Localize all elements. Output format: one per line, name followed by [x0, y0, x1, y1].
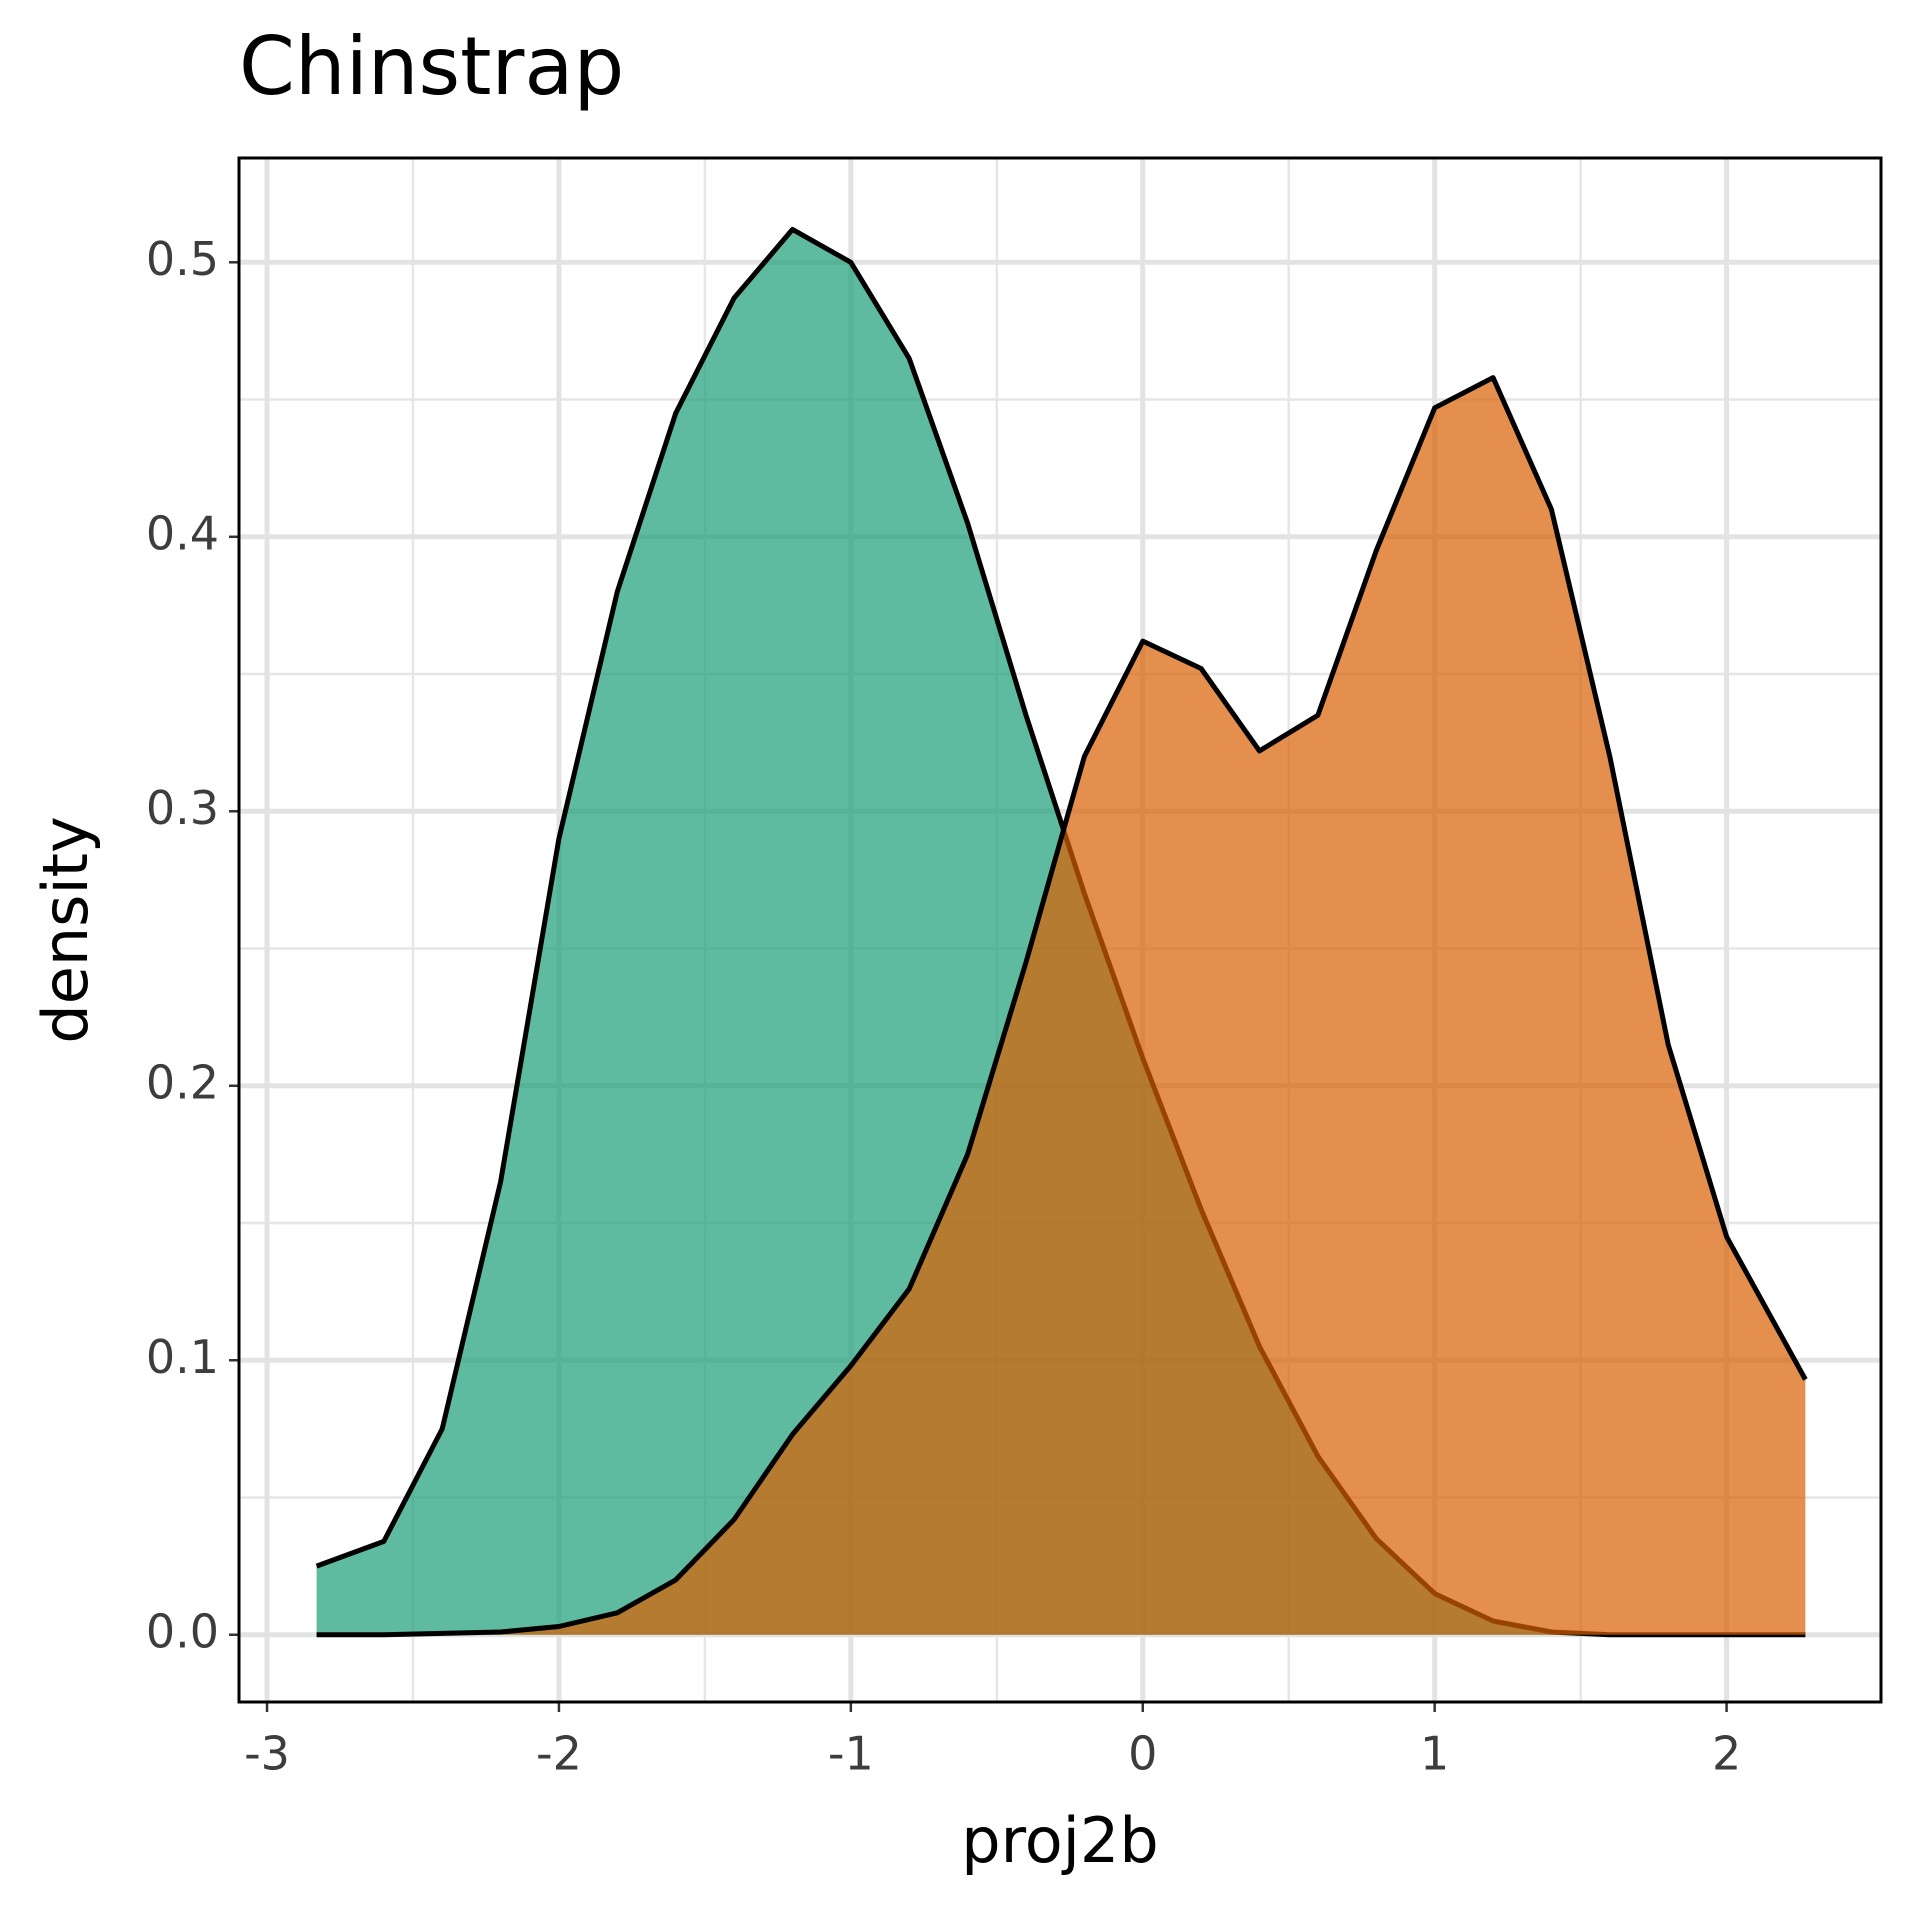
- y-axis-title: density: [29, 816, 102, 1043]
- x-tick-label: -3: [244, 1727, 290, 1781]
- x-tick-label: -2: [536, 1727, 582, 1781]
- y-tick-label: 0.1: [146, 1330, 219, 1384]
- x-tick-label: -1: [828, 1727, 874, 1781]
- chart-title: Chinstrap: [239, 20, 624, 113]
- y-tick-label: 0.2: [146, 1055, 219, 1109]
- y-tick-label: 0.4: [146, 506, 219, 560]
- y-tick-label: 0.0: [146, 1604, 219, 1658]
- x-tick-label: 1: [1420, 1727, 1449, 1781]
- x-tick-label: 2: [1712, 1727, 1741, 1781]
- density-line: [316, 375, 1808, 1638]
- x-axis-title: proj2b: [961, 1804, 1158, 1877]
- panel-border: [237, 156, 1883, 1704]
- x-tick-label: 0: [1128, 1727, 1157, 1781]
- density-area: [316, 377, 1806, 1635]
- y-tick-label: 0.3: [146, 781, 219, 835]
- y-tick-label: 0.5: [146, 232, 219, 286]
